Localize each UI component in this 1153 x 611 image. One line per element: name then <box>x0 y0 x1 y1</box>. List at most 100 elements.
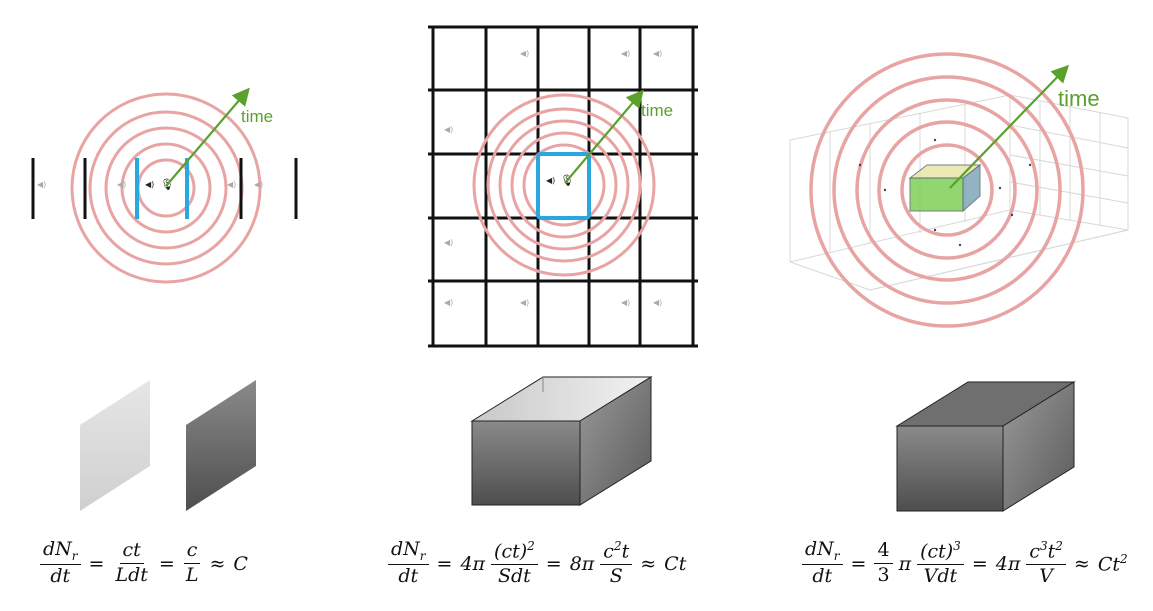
result: C <box>233 552 248 575</box>
room-box-3d <box>908 163 982 213</box>
panel-2d: ◀) ◀) ◀) ◀) ◀) ◀) ◀) ◀) ◀) ◀) 🎙 time <box>428 25 698 348</box>
equals: = <box>545 552 562 575</box>
ring-set-3d <box>809 52 1085 328</box>
shape-1d <box>80 380 256 511</box>
ring <box>498 119 630 251</box>
shape-3d <box>895 381 1076 512</box>
time-arrow <box>165 87 250 187</box>
axis-line <box>1009 209 1129 231</box>
ring <box>522 143 606 227</box>
speaker-icon: ◀) <box>117 180 126 189</box>
speaker-icon: ◀) <box>145 180 154 189</box>
speaker-icon: ◀) <box>37 180 46 189</box>
time-arrow <box>949 64 1070 189</box>
time-label-2d: time <box>641 101 673 120</box>
shape-2d <box>470 376 653 506</box>
frac-2: c2t S <box>600 540 633 587</box>
ring <box>120 142 212 234</box>
source-dot <box>958 243 962 247</box>
source-dot <box>883 188 887 192</box>
frac-lhs: dNr dt <box>388 539 429 587</box>
approx: ≈ <box>1073 552 1090 575</box>
equals: = <box>850 552 867 575</box>
speaker-icon: ◀) <box>546 176 555 185</box>
equals: = <box>436 552 453 575</box>
ring <box>486 107 642 263</box>
ring-set-2d <box>472 93 656 277</box>
equals: = <box>158 552 175 575</box>
speaker-icon: ◀) <box>444 298 453 307</box>
gridline <box>1009 124 1129 149</box>
frac-1: (ct)3 Vdt <box>917 540 964 587</box>
speaker-icon: ◀) <box>653 49 662 58</box>
highlight-walls-1d <box>135 158 189 219</box>
coef: 8π <box>569 552 595 575</box>
frac-lhs: dNr dt <box>40 539 81 587</box>
ring <box>104 126 228 250</box>
speaker-icon: ◀) <box>621 298 630 307</box>
frac-lhs: dNr dt <box>802 539 843 587</box>
room-side <box>962 163 981 213</box>
ring <box>877 120 1017 260</box>
ring <box>510 131 618 239</box>
box-front <box>471 420 581 506</box>
result: Ct2 <box>1097 552 1128 576</box>
mirror-lines-1d <box>31 158 298 219</box>
panel-3d: time <box>789 52 1129 328</box>
time-label-3d: time <box>1058 86 1100 111</box>
frac-1: (ct)2 Sdt <box>491 540 538 587</box>
frac-2: c3t2 V <box>1026 540 1066 587</box>
frac-1: ct Ldt <box>115 539 148 587</box>
speaker-icon: ◀) <box>227 180 236 189</box>
axis-line <box>789 209 1011 263</box>
ring <box>900 143 994 237</box>
plane-light <box>80 380 150 511</box>
box-side <box>1002 381 1075 512</box>
source-dot <box>1010 213 1014 217</box>
equation-2d: dNr dt = 4π (ct)2 Sdt = 8π c2t S ≈ Ct <box>388 539 687 587</box>
coef: 4π <box>460 552 486 575</box>
box-front <box>896 425 1004 512</box>
speaker-icon: ◀) <box>520 298 529 307</box>
speaker-icons-2d: ◀) ◀) ◀) ◀) ◀) ◀) ◀) ◀) ◀) ◀) <box>444 49 662 307</box>
speaker-icon: ◀) <box>444 125 453 134</box>
equals: = <box>88 552 105 575</box>
speaker-icon: ◀) <box>653 298 662 307</box>
time-label-1d: time <box>241 107 273 126</box>
panel-1d: ◀) ◀) ◀) ◀) ◀) 🎙 time <box>31 87 298 284</box>
plane-dark <box>186 380 256 511</box>
speaker-icon: ◀) <box>621 49 630 58</box>
speaker-icons-1d: ◀) ◀) ◀) ◀) ◀) <box>37 180 263 189</box>
pi: π <box>898 552 912 575</box>
speaker-icon: ◀) <box>520 49 529 58</box>
ring <box>832 75 1062 305</box>
equals: = <box>971 552 988 575</box>
source-dot <box>998 186 1002 190</box>
source-dot <box>933 228 937 232</box>
highlight-cell-2d <box>536 152 591 220</box>
gridline <box>1009 154 1129 177</box>
ring <box>809 52 1085 328</box>
gridline <box>1009 181 1129 204</box>
box-side <box>579 376 652 506</box>
result: Ct <box>664 552 687 575</box>
approx: ≈ <box>209 552 226 575</box>
image-source-dots-3d <box>858 138 1032 247</box>
ring <box>855 98 1039 282</box>
approx: ≈ <box>640 552 657 575</box>
speaker-icon: ◀) <box>254 180 263 189</box>
source-dot <box>933 138 937 142</box>
source-dot <box>1028 163 1032 167</box>
coef: 4π <box>995 552 1021 575</box>
axis-line <box>869 229 1129 291</box>
speaker-icon: ◀) <box>444 238 453 247</box>
ring <box>70 92 262 284</box>
time-arrow <box>564 89 644 184</box>
source-dot <box>858 163 862 167</box>
ring <box>472 93 656 277</box>
